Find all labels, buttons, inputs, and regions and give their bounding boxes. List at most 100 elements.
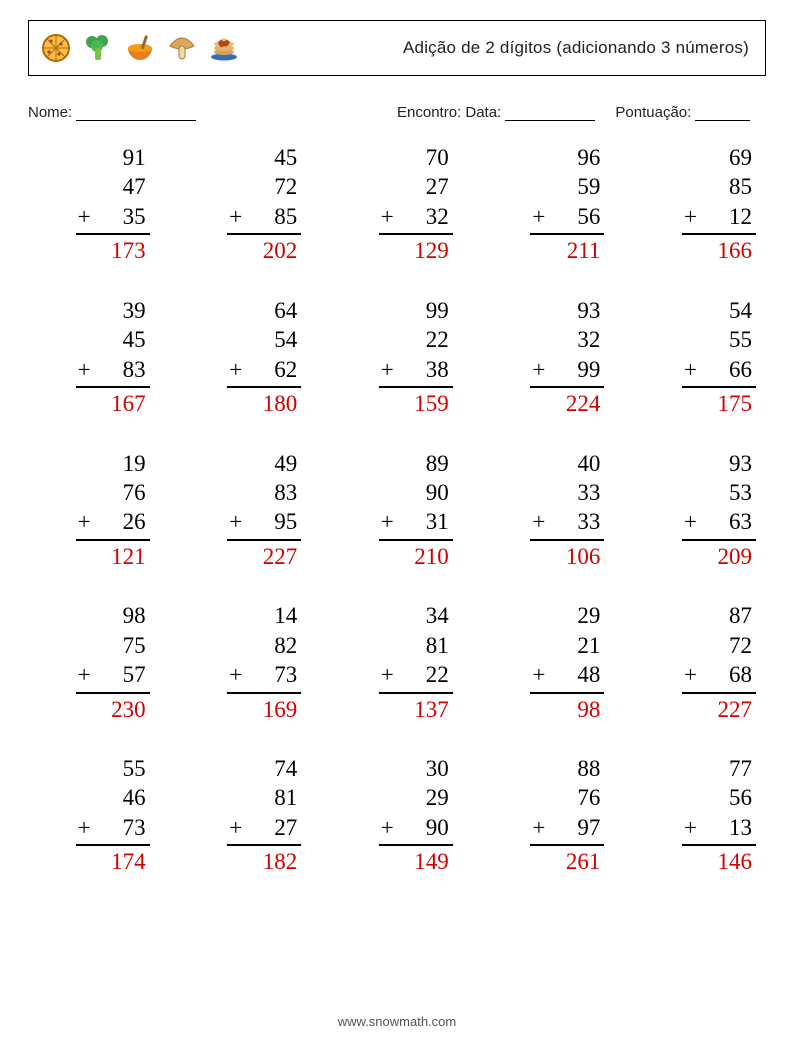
problem-3: 9659+56211	[512, 143, 604, 266]
addend-c-line: +62	[227, 355, 301, 388]
answer: 146	[717, 847, 756, 876]
addend-a: 29	[577, 601, 604, 630]
addend-c: 62	[242, 355, 297, 384]
meta-row: Nome: Encontro: Data: Pontuação:	[28, 104, 766, 121]
problem-2: 7027+32129	[361, 143, 453, 266]
addend-b: 76	[123, 478, 150, 507]
addend-a: 93	[729, 449, 756, 478]
plus-sign: +	[229, 507, 242, 536]
plus-sign: +	[684, 355, 697, 384]
date-blank[interactable]	[505, 106, 595, 121]
addend-c-line: +31	[379, 507, 453, 540]
addend-c: 27	[242, 813, 297, 842]
addend-b: 27	[426, 172, 453, 201]
addend-c-line: +38	[379, 355, 453, 388]
name-blank[interactable]	[76, 106, 196, 121]
addend-b: 55	[729, 325, 756, 354]
answer: 182	[263, 847, 302, 876]
addend-b: 72	[729, 631, 756, 660]
worksheet-page: Adição de 2 dígitos (adicionando 3 númer…	[0, 0, 794, 1053]
addend-c: 38	[394, 355, 449, 384]
problem-17: 3481+22137	[361, 601, 453, 724]
addend-c-line: +68	[682, 660, 756, 693]
answer: 180	[263, 389, 302, 418]
answer: 261	[566, 847, 605, 876]
answer: 230	[111, 695, 150, 724]
answer: 209	[717, 542, 756, 571]
addend-c: 13	[697, 813, 752, 842]
name-label: Nome:	[28, 104, 72, 121]
addend-a: 87	[729, 601, 756, 630]
problem-7: 9922+38159	[361, 296, 453, 419]
addend-c-line: +26	[76, 507, 150, 540]
addend-c: 48	[545, 660, 600, 689]
pancakes-icon	[207, 31, 241, 65]
addend-a: 77	[729, 754, 756, 783]
header-icons	[39, 31, 241, 65]
answer: 129	[414, 236, 453, 265]
addend-c: 83	[91, 355, 146, 384]
plus-sign: +	[229, 813, 242, 842]
problem-1: 4572+85202	[209, 143, 301, 266]
problem-22: 3029+90149	[361, 754, 453, 877]
answer: 137	[414, 695, 453, 724]
addend-a: 89	[426, 449, 453, 478]
answer: 202	[263, 236, 302, 265]
addend-c: 63	[697, 507, 752, 536]
problem-12: 8990+31210	[361, 449, 453, 572]
header-frame: Adição de 2 dígitos (adicionando 3 númer…	[28, 20, 766, 76]
addend-b: 47	[123, 172, 150, 201]
plus-sign: +	[532, 355, 545, 384]
addend-c: 12	[697, 202, 752, 231]
addend-b: 81	[274, 783, 301, 812]
addend-b: 54	[274, 325, 301, 354]
answer: 174	[111, 847, 150, 876]
problem-13: 4033+33106	[512, 449, 604, 572]
addend-b: 72	[274, 172, 301, 201]
plus-sign: +	[229, 660, 242, 689]
addend-c-line: +48	[530, 660, 604, 693]
answer: 173	[111, 236, 150, 265]
addend-c-line: +97	[530, 813, 604, 846]
plus-sign: +	[532, 507, 545, 536]
addend-a: 49	[274, 449, 301, 478]
addend-c: 66	[697, 355, 752, 384]
addend-c: 85	[242, 202, 297, 231]
score-label: Pontuação:	[615, 104, 691, 121]
addend-a: 14	[274, 601, 301, 630]
addend-a: 70	[426, 143, 453, 172]
addend-c: 26	[91, 507, 146, 536]
addend-b: 46	[123, 783, 150, 812]
addend-a: 45	[274, 143, 301, 172]
addend-a: 74	[274, 754, 301, 783]
addend-c: 73	[242, 660, 297, 689]
plus-sign: +	[78, 202, 91, 231]
addend-c-line: +63	[682, 507, 756, 540]
problem-16: 1482+73169	[209, 601, 301, 724]
plus-sign: +	[684, 202, 697, 231]
addend-c: 22	[394, 660, 449, 689]
problem-14: 9353+63209	[664, 449, 756, 572]
problem-0: 9147+35173	[58, 143, 150, 266]
addend-a: 55	[123, 754, 150, 783]
plus-sign: +	[381, 202, 394, 231]
addend-c-line: +85	[227, 202, 301, 235]
answer: 159	[414, 389, 453, 418]
addend-a: 98	[123, 601, 150, 630]
addend-c: 33	[545, 507, 600, 536]
addend-b: 81	[426, 631, 453, 660]
problem-6: 6454+62180	[209, 296, 301, 419]
addend-a: 88	[577, 754, 604, 783]
addend-a: 99	[426, 296, 453, 325]
plus-sign: +	[532, 813, 545, 842]
answer: 166	[717, 236, 756, 265]
answer: 175	[717, 389, 756, 418]
addend-c-line: +12	[682, 202, 756, 235]
problem-8: 9332+99224	[512, 296, 604, 419]
addend-a: 19	[123, 449, 150, 478]
score-blank[interactable]	[695, 106, 750, 121]
addend-b: 33	[577, 478, 604, 507]
footer-url: www.snowmath.com	[0, 1014, 794, 1029]
worksheet-title: Adição de 2 dígitos (adicionando 3 númer…	[241, 38, 755, 58]
soup-icon	[123, 31, 157, 65]
